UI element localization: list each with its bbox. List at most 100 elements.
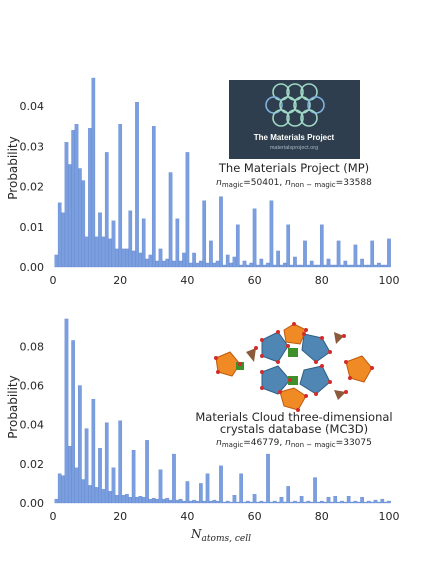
histogram-bar-mp — [296, 264, 301, 268]
histogram-bar-mp — [283, 262, 287, 268]
histogram-bar-mp — [326, 258, 331, 268]
histogram-bar-mc3d — [151, 497, 156, 504]
histogram-bar-mp — [64, 142, 69, 268]
histogram-bar-mc3d — [269, 501, 274, 504]
histogram-bar-mc3d — [377, 501, 381, 504]
histogram-bar-mc3d — [229, 501, 233, 504]
histogram-bar-mc3d — [185, 481, 190, 504]
histogram-bar-mp — [175, 218, 180, 268]
histogram-bar-mp — [387, 238, 391, 268]
x-ticks-mc3d: 0 20 40 60 80 100 — [50, 510, 400, 523]
histogram-bar-mc3d — [138, 495, 143, 504]
histogram-bar-mp — [343, 260, 348, 268]
histogram-bar-mp — [222, 264, 227, 268]
histogram-bar-mp — [125, 248, 129, 268]
histogram-bar-mp — [350, 264, 354, 268]
histogram-bar-mp — [101, 236, 106, 268]
histogram-bar-mp — [259, 258, 264, 268]
histogram-bar-mp — [303, 240, 307, 268]
histogram-bar-mp — [219, 196, 223, 268]
histogram-bar-mp — [306, 264, 311, 268]
histogram-bar-mc3d — [125, 494, 129, 504]
histogram-bar-mc3d — [283, 501, 287, 504]
histogram-bar-mc3d — [158, 469, 163, 504]
histogram-bar-mp — [353, 244, 358, 268]
histogram-bar-mc3d — [289, 501, 294, 504]
histogram-bar-mc3d — [356, 501, 361, 504]
histogram-bar-mp — [286, 224, 291, 268]
histogram-bar-mc3d — [165, 497, 170, 504]
materials-project-logo: The Materials Project materialsproject.o… — [229, 80, 360, 159]
y-axis-label-mp: Probability — [6, 136, 20, 199]
panel-mc3d: 0.00 0.02 0.04 0.06 0.08 0 20 40 60 80 100 Probab… — [6, 318, 400, 544]
histogram-bar-mp — [67, 164, 72, 268]
histogram-bar-mp — [182, 252, 186, 268]
histogram-bar-mc3d — [141, 496, 146, 504]
histogram-bar-mp — [279, 264, 284, 268]
y-tick-label-mc3d: 0.02 — [20, 458, 45, 471]
logo-background — [229, 80, 360, 159]
histogram-bar-mp — [289, 264, 294, 268]
histogram-bar-mc3d — [242, 501, 247, 504]
histogram-bar-mc3d — [78, 385, 82, 504]
histogram-bar-mc3d — [81, 479, 86, 504]
logo-title: The Materials Project — [254, 133, 335, 142]
histogram-bar-mc3d — [172, 453, 176, 504]
histogram-bar-mc3d — [286, 486, 291, 504]
histogram-bar-mc3d — [54, 498, 59, 504]
histogram-bar-mp — [61, 212, 65, 268]
histogram-bar-mc3d — [108, 491, 112, 504]
histogram-bar-mc3d — [199, 483, 203, 504]
histogram-bar-mc3d — [259, 500, 264, 504]
crystal-structure-image — [214, 322, 374, 412]
histogram-bar-mp — [256, 264, 260, 268]
histogram-bar-mc3d — [246, 500, 250, 504]
x-tick-label-mp: 80 — [315, 274, 329, 287]
histogram-bar-mp — [168, 172, 173, 268]
histogram-bar-mc3d — [296, 501, 301, 504]
histogram-bar-mp — [367, 264, 371, 268]
y-ticks-mc3d: 0.00 0.02 0.04 0.06 0.08 — [20, 340, 45, 510]
histogram-bar-mc3d — [91, 399, 96, 504]
histogram-bar-mc3d — [326, 496, 331, 504]
histogram-bar-mp — [313, 264, 317, 268]
histogram-bar-mc3d — [319, 500, 324, 504]
histogram-bar-mp — [205, 262, 210, 268]
histogram-bar-mp — [225, 254, 230, 268]
histogram-bar-mc3d — [266, 453, 270, 504]
histogram-bar-mp — [373, 264, 378, 268]
y-tick-label-mp: 0.00 — [20, 261, 45, 274]
x-tick-label-mc3d: 100 — [379, 510, 400, 523]
histogram-bar-mc3d — [188, 500, 193, 504]
histogram-bar-mp — [246, 264, 250, 268]
x-tick-label-mc3d: 60 — [248, 510, 262, 523]
histogram-bar-mc3d — [346, 495, 351, 504]
histogram-bar-mc3d — [333, 495, 338, 504]
y-tick-label-mp: 0.02 — [20, 181, 45, 194]
histogram-bar-mp — [115, 248, 119, 268]
histogram-bar-mc3d — [316, 501, 321, 504]
histogram-bar-mp — [121, 248, 126, 268]
histogram-bar-mc3d — [219, 465, 223, 504]
histogram-bar-mc3d — [128, 496, 133, 504]
histogram-bar-mc3d — [340, 500, 344, 504]
histogram-bar-mc3d — [380, 498, 385, 504]
histogram-bar-mc3d — [145, 440, 149, 504]
histogram-bar-mp — [316, 264, 321, 268]
x-axis-label: Natoms, cell — [190, 527, 251, 544]
histogram-bar-mp — [118, 124, 123, 268]
histogram-bar-mc3d — [353, 500, 358, 504]
histogram-bar-mc3d — [370, 501, 375, 504]
annotation-title-mp: The Materials Project (MP) — [218, 161, 369, 175]
histogram-bar-mp — [111, 220, 116, 268]
histogram-bar-mc3d — [306, 500, 311, 504]
histogram-bar-mc3d — [299, 495, 304, 504]
histogram-bar-mp — [293, 256, 297, 268]
histogram-bar-mc3d — [88, 485, 92, 504]
histogram-bar-mc3d — [168, 499, 173, 504]
histogram-bar-mp — [54, 254, 59, 268]
histogram-bar-mc3d — [71, 340, 75, 504]
histogram-bar-mp — [202, 200, 207, 268]
histogram-bar-mc3d — [121, 495, 126, 504]
histogram-bar-mp — [78, 168, 82, 268]
